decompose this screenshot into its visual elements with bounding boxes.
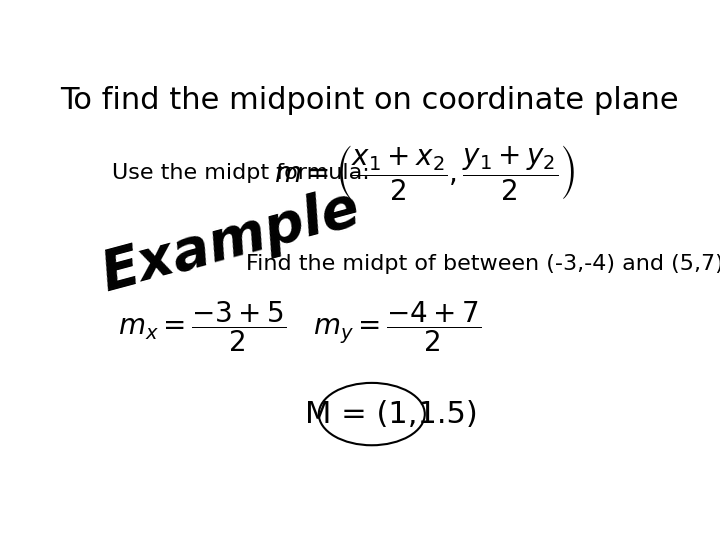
Text: Find the midpt of between (-3,-4) and (5,7): Find the midpt of between (-3,-4) and (5… [246, 254, 720, 274]
Text: $m_y = \dfrac{-4+7}{2}$: $m_y = \dfrac{-4+7}{2}$ [313, 299, 481, 354]
Text: Use the midpt formula:: Use the midpt formula: [112, 163, 370, 183]
Text: $m_x = \dfrac{-3+5}{2}$: $m_x = \dfrac{-3+5}{2}$ [117, 299, 286, 354]
Text: To find the midpoint on coordinate plane: To find the midpoint on coordinate plane [60, 85, 678, 114]
Text: Example: Example [96, 181, 366, 302]
Text: M = (1,1.5): M = (1,1.5) [305, 400, 477, 429]
Text: $m = \left(\dfrac{x_1 + x_2}{2},\dfrac{y_1 + y_2}{2}\right)$: $m = \left(\dfrac{x_1 + x_2}{2},\dfrac{y… [274, 144, 575, 202]
